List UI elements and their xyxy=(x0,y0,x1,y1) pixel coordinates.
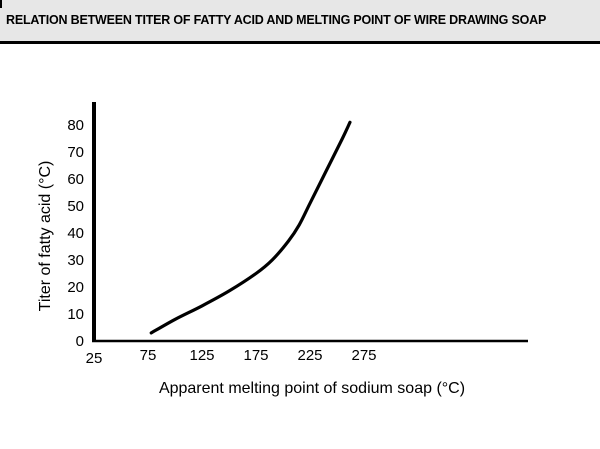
y-tick-label: 30 xyxy=(67,252,84,269)
y-tick-label: 50 xyxy=(67,198,84,215)
y-axis-label: Titer of fatty acid (°C) xyxy=(37,161,54,312)
series-line xyxy=(149,120,352,335)
y-tick-label: 20 xyxy=(67,279,84,296)
x-tick-label: 75 xyxy=(140,347,157,364)
y-tick-label: 80 xyxy=(67,117,84,134)
x-tick-label: 275 xyxy=(351,347,376,364)
chart-header: RELATION BETWEEN TITER OF FATTY ACID AND… xyxy=(0,0,600,44)
y-tick-label: 60 xyxy=(67,171,84,188)
y-tick-label: 70 xyxy=(67,144,84,161)
x-tick-label: 125 xyxy=(189,347,214,364)
y-tick-label: 10 xyxy=(67,306,84,323)
header-corner-mark xyxy=(0,0,2,8)
y-tick-label: 0 xyxy=(76,333,84,350)
x-tick-label: 225 xyxy=(297,347,322,364)
x-tick-label: 175 xyxy=(243,347,268,364)
y-tick-label: 40 xyxy=(67,225,84,242)
x-axis-label: Apparent melting point of sodium soap (°… xyxy=(159,380,465,397)
x-tick-label: 25 xyxy=(86,350,103,367)
chart-title: RELATION BETWEEN TITER OF FATTY ACID AND… xyxy=(6,13,547,27)
